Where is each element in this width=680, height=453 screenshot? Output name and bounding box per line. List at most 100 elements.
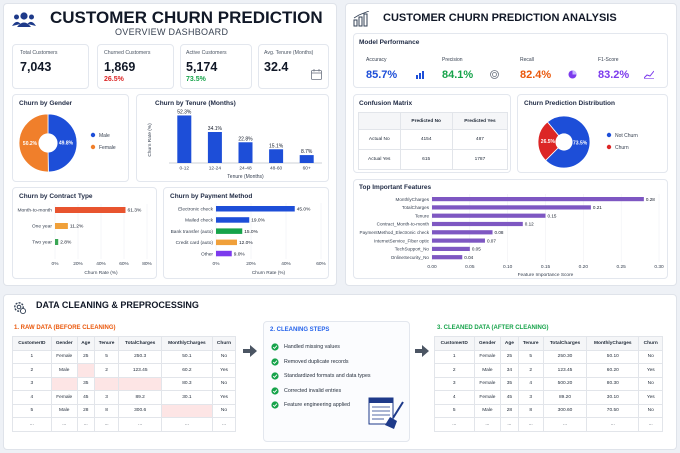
- contract-bar-chart: 0% 20% 40% 60% 80% Month-to-month 61.3% One yea…: [17, 204, 153, 276]
- table-cell: 1: [434, 349, 475, 364]
- bar: [216, 206, 295, 212]
- table-cell: 3: [517, 390, 544, 405]
- table-cell: Male: [473, 403, 502, 418]
- cleaning-steps-card: 2. CLEANING STEPS Handled missing values…: [263, 321, 410, 442]
- bar-value-label: 52.3%: [177, 109, 192, 115]
- tenure-bar: [269, 149, 284, 163]
- column-header: Tenure: [93, 336, 120, 351]
- prediction-pie-chart: 73.5% 26.5% Not Churn Churn: [537, 115, 638, 169]
- table-cell: 4: [517, 376, 544, 391]
- pie-hole: [38, 133, 58, 153]
- table-cell: Female: [473, 349, 502, 364]
- table-row: .....................: [434, 417, 663, 432]
- x-tick-label: 0.10: [503, 264, 513, 270]
- table-cell: Male: [50, 363, 78, 378]
- table-cell: 3: [93, 390, 120, 405]
- kpi-value: 7,043: [20, 60, 52, 74]
- bar-value-label: 0.08: [495, 230, 504, 235]
- trend-icon: [644, 70, 654, 79]
- table-cell: No: [211, 403, 237, 418]
- y-tick-label: One year: [32, 224, 52, 230]
- table-cell: 60.2: [160, 363, 213, 378]
- confusion-matrix-table: Predicted No Predicted Yes Actual No 415…: [358, 112, 509, 170]
- confusion-cell: 1787: [451, 149, 509, 170]
- pie-hole: [555, 133, 573, 151]
- table-cell: [160, 403, 213, 418]
- table-cell: 1: [12, 349, 52, 364]
- pie-slice: [18, 113, 49, 173]
- y-tick-label: PaymentMethod_Electronic check: [360, 230, 430, 235]
- column-header: CustomerID: [12, 336, 52, 351]
- check-circle-icon: [271, 386, 279, 395]
- x-tick-label: 24-48: [239, 166, 252, 172]
- table-cell: 30.1: [160, 390, 213, 405]
- tenure-bar: [299, 155, 314, 163]
- kpi-total-customers: Total Customers 7,043: [12, 44, 89, 89]
- bar-value-label: 0.21: [593, 205, 602, 210]
- x-tick-label: 40%: [281, 261, 291, 267]
- table-cell: ...: [586, 417, 640, 432]
- x-tick-label: 0.05: [465, 264, 475, 270]
- column-header: TotalCharges: [542, 336, 588, 351]
- cleaning-step: Standardized formats and data types: [284, 373, 371, 379]
- x-tick-label: 0%: [52, 261, 60, 267]
- pie-slice-label: 73.5%: [573, 141, 588, 147]
- dashboard-subtitle: OVERVIEW DASHBOARD: [115, 27, 229, 37]
- table-cell: Yes: [211, 363, 237, 378]
- model-performance-title: Model Performance: [359, 39, 420, 46]
- tenure-bar: [207, 132, 222, 163]
- tenure-bar-chart: 52.3% 0-12 34.1% 12-24 22.8% 24-48 15.1% 48-60 8…: [147, 109, 322, 180]
- table-cell: [76, 363, 95, 378]
- bar-value-label: 61.3%: [127, 208, 142, 214]
- metric-value: 84.1%: [442, 69, 474, 81]
- table-row: 1 Female 25 5 250.30 50.10 No: [434, 349, 663, 364]
- cleaning-step: Removed duplicate records: [284, 358, 349, 365]
- check-circle-icon: [271, 401, 279, 409]
- x-tick-label: 0.00: [427, 264, 437, 270]
- legend-label: Churn: [615, 145, 629, 151]
- gender-pie-chart: 49.8% 50.2% Male Female: [18, 113, 116, 173]
- bar-value-label: 11.2%: [70, 224, 84, 230]
- table-cell: 300.6: [118, 403, 162, 418]
- model-performance-card: Model Performance Accuracy 85.7% Precisi…: [353, 33, 668, 88]
- check-circle-icon: [271, 343, 279, 351]
- column-header: Gender: [473, 336, 502, 351]
- metric-value: 85.7%: [366, 69, 398, 81]
- table-cell: Male: [473, 363, 502, 378]
- table-cell: Female: [473, 390, 502, 405]
- confusion-cell: 4154: [399, 129, 453, 150]
- bar: [432, 197, 644, 202]
- table-cell: ...: [542, 417, 588, 432]
- bar-value-label: 12.0%: [239, 240, 253, 246]
- table-cell: Female: [50, 349, 78, 364]
- payment-card: Churn by Payment Method 0% 20% 40% 60% Elect…: [163, 187, 329, 279]
- x-tick-label: 0-12: [179, 166, 189, 172]
- check-circle-icon: [271, 372, 279, 380]
- legend-swatch: [606, 132, 612, 138]
- kpi-churned-customers: Churned Customers 1,869 26.5%: [97, 44, 174, 89]
- y-tick-label: Tenure: [415, 213, 429, 218]
- kpi-avg-tenure: Avg. Tenure (Months) 32.4: [258, 44, 329, 89]
- payment-chart-title: Churn by Payment Method: [170, 193, 253, 200]
- x-tick-label: 60%: [119, 261, 129, 267]
- bar-value-label: 0.28: [646, 197, 655, 202]
- confusion-cell: 487: [451, 129, 509, 150]
- x-axis-label: Churn Rate (%): [84, 270, 118, 276]
- table-cell: 45: [500, 390, 519, 405]
- target-icon: [490, 70, 499, 79]
- x-tick-label: 40%: [96, 261, 106, 267]
- x-axis-label: Tenure (Months): [227, 174, 264, 180]
- table-cell: No: [638, 349, 663, 364]
- table-cell: 50.1: [160, 349, 213, 364]
- table-row: 2 Male 2 123.45 60.2 Yes: [12, 363, 237, 378]
- table-cell: Female: [473, 376, 502, 391]
- raw-data-title: 1. RAW DATA (BEFORE CLEANING): [14, 325, 116, 331]
- table-cell: 35: [76, 376, 95, 391]
- table-cell: 2: [517, 363, 544, 378]
- table-cell: 123.45: [118, 363, 162, 378]
- confusion-col-header: Predicted Yes: [451, 112, 509, 130]
- table-cell: 250.3: [118, 349, 162, 364]
- y-tick-label: Credit card (auto): [176, 240, 214, 246]
- table-cell: 25: [76, 349, 95, 364]
- prediction-distribution-title: Churn Prediction Distribution: [524, 100, 615, 107]
